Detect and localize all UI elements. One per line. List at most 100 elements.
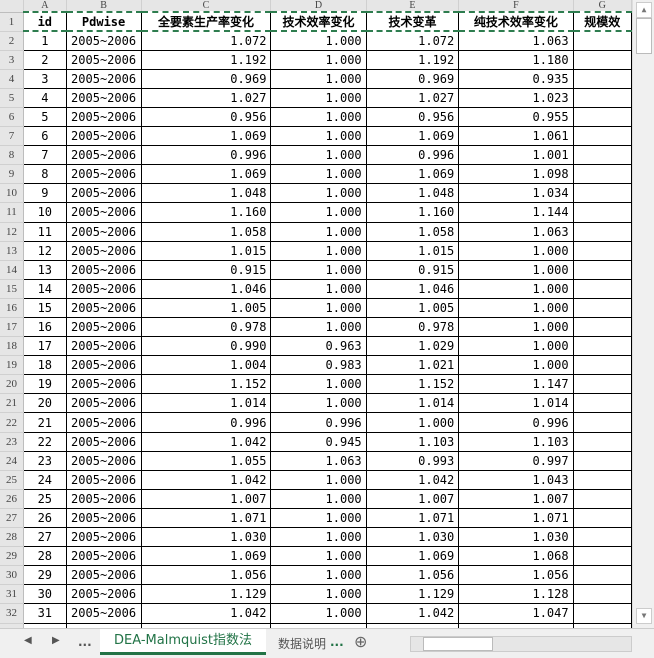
cell[interactable]: 2005~2006 xyxy=(65,412,142,433)
cell[interactable]: 0.997 xyxy=(458,450,574,471)
cell[interactable]: 1.042 xyxy=(365,469,460,490)
cell[interactable]: 1.007 xyxy=(458,488,574,509)
cell[interactable]: 10 xyxy=(23,202,67,223)
cell[interactable]: 1.000 xyxy=(270,565,367,586)
cell[interactable]: 1.030 xyxy=(140,527,272,548)
cell[interactable]: 1.015 xyxy=(365,240,460,261)
cell[interactable]: 1.000 xyxy=(270,240,367,261)
tab-data-description[interactable]: 数据说明 xyxy=(278,637,326,651)
cell[interactable]: 1.129 xyxy=(140,584,272,605)
select-all-corner[interactable] xyxy=(0,0,24,13)
cell[interactable]: 2005~2006 xyxy=(65,565,142,586)
cell[interactable]: 1.058 xyxy=(140,221,272,242)
cell[interactable]: 1.014 xyxy=(365,393,460,414)
cell[interactable]: 1.000 xyxy=(458,355,574,376)
cell[interactable]: 2005~2006 xyxy=(65,49,142,70)
cell[interactable]: 1.000 xyxy=(270,87,367,108)
cell[interactable]: 1.027 xyxy=(365,87,460,108)
row-header[interactable]: 3 xyxy=(0,50,24,70)
cell[interactable]: 1.147 xyxy=(458,374,574,395)
cell[interactable]: 31 xyxy=(23,603,67,624)
cell[interactable] xyxy=(572,126,632,147)
cell[interactable]: 7 xyxy=(23,145,67,166)
cell[interactable]: 1.058 xyxy=(365,221,460,242)
add-sheet-icon[interactable]: ⊕ xyxy=(354,632,368,651)
cell[interactable]: 1.000 xyxy=(270,278,367,299)
row-header[interactable]: 32 xyxy=(0,603,24,624)
cell[interactable]: 26 xyxy=(23,507,67,529)
cell[interactable]: 1.034 xyxy=(458,183,574,204)
cell[interactable]: 1.069 xyxy=(140,126,272,147)
cell[interactable]: 0.996 xyxy=(140,145,272,166)
cell[interactable]: 1.129 xyxy=(365,584,460,605)
cell[interactable]: 1.029 xyxy=(365,336,460,357)
cell[interactable]: 1.000 xyxy=(458,259,574,280)
row-header[interactable]: 22 xyxy=(0,412,24,433)
cell[interactable]: 5 xyxy=(23,106,67,128)
row-header[interactable]: 8 xyxy=(0,145,24,166)
cell[interactable]: 1 xyxy=(23,30,67,51)
column-title[interactable]: 纯技术效率变化 xyxy=(458,10,574,33)
cell[interactable]: 2005~2006 xyxy=(65,393,142,414)
cell[interactable]: 1.000 xyxy=(270,30,367,51)
cell[interactable]: 1.014 xyxy=(140,393,272,414)
next-sheet-icon[interactable]: ▶ xyxy=(52,635,60,646)
cell[interactable]: 1.000 xyxy=(458,278,574,299)
cell[interactable]: 1.000 xyxy=(458,297,574,319)
cell[interactable]: 2005~2006 xyxy=(65,126,142,147)
cell[interactable]: 0.996 xyxy=(270,412,367,433)
cell[interactable]: 24 xyxy=(23,469,67,490)
cell[interactable]: 1.001 xyxy=(458,145,574,166)
cell[interactable] xyxy=(572,221,632,242)
row-header[interactable]: 2 xyxy=(0,31,24,51)
column-title[interactable]: 技术效率变化 xyxy=(270,10,367,33)
cell[interactable]: 2005~2006 xyxy=(65,336,142,357)
cell[interactable]: 1.098 xyxy=(458,164,574,185)
cell[interactable] xyxy=(572,202,632,223)
cell[interactable]: 6 xyxy=(23,126,67,147)
cell[interactable]: 2005~2006 xyxy=(65,106,142,128)
cell[interactable]: 0.993 xyxy=(365,450,460,471)
cell[interactable]: 1.000 xyxy=(270,183,367,204)
row-header[interactable]: 17 xyxy=(0,317,24,338)
cell[interactable]: 1.000 xyxy=(270,49,367,70)
cell[interactable]: 1.000 xyxy=(270,316,367,338)
cell[interactable]: 1.152 xyxy=(140,374,272,395)
cell[interactable]: 25 xyxy=(23,488,67,509)
cell[interactable]: 1.042 xyxy=(365,603,460,624)
row-header[interactable]: 25 xyxy=(0,470,24,490)
cell[interactable]: 1.128 xyxy=(458,584,574,605)
row-header[interactable]: 12 xyxy=(0,222,24,242)
cell[interactable]: 2005~2006 xyxy=(65,30,142,51)
column-title[interactable]: 规模效 xyxy=(572,10,632,33)
column-title[interactable]: 技术变革 xyxy=(365,10,460,33)
cell[interactable]: 2005~2006 xyxy=(65,68,142,89)
cell[interactable]: 1.063 xyxy=(458,221,574,242)
cell[interactable]: 2005~2006 xyxy=(65,145,142,166)
cell[interactable]: 0.969 xyxy=(140,68,272,89)
cell[interactable]: 1.056 xyxy=(458,565,574,586)
cell[interactable]: 14 xyxy=(23,278,67,299)
cell[interactable]: 1.023 xyxy=(458,87,574,108)
cell[interactable] xyxy=(572,278,632,299)
row-header[interactable]: 14 xyxy=(0,260,24,280)
cell[interactable]: 1.021 xyxy=(365,355,460,376)
cell[interactable] xyxy=(572,49,632,70)
cell[interactable] xyxy=(572,488,632,509)
cell[interactable]: 20 xyxy=(23,393,67,414)
column-header-a[interactable]: A xyxy=(23,0,67,13)
cell[interactable]: 2005~2006 xyxy=(65,87,142,108)
cell[interactable] xyxy=(572,469,632,490)
cell[interactable] xyxy=(572,106,632,128)
cell[interactable]: 1.071 xyxy=(140,507,272,529)
cell[interactable]: 2005~2006 xyxy=(65,164,142,185)
cell[interactable]: 1.056 xyxy=(140,565,272,586)
cell[interactable]: 2 xyxy=(23,49,67,70)
cell[interactable] xyxy=(572,145,632,166)
cell[interactable]: 1.000 xyxy=(270,603,367,624)
prev-sheet-icon[interactable]: ◀ xyxy=(24,635,32,646)
cell[interactable]: 1.000 xyxy=(458,240,574,261)
cell[interactable]: 1.180 xyxy=(458,49,574,70)
cell[interactable]: 1.072 xyxy=(140,30,272,51)
cell[interactable]: 0.983 xyxy=(270,355,367,376)
